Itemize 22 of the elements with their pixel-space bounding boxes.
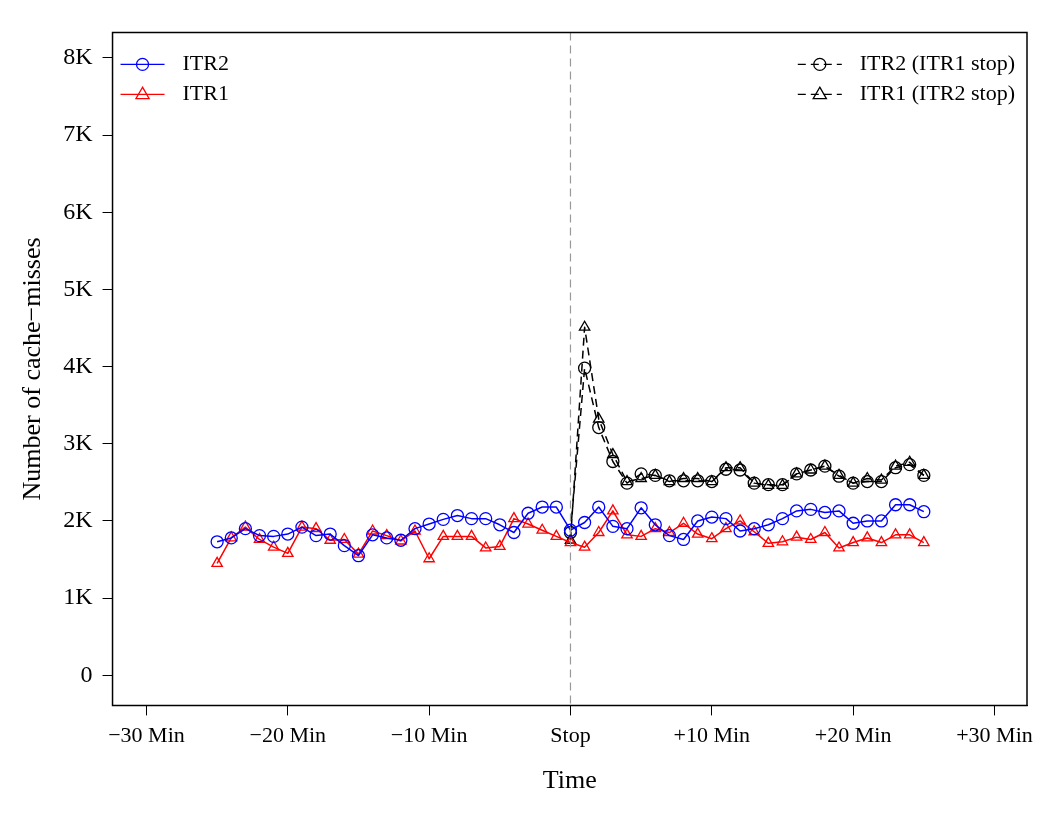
legend-label: ITR2 bbox=[182, 50, 229, 76]
y-tick-label: 5K bbox=[63, 274, 94, 301]
y-axis-title: Number of cache−misses bbox=[17, 237, 47, 501]
y-tick-label: 2K bbox=[63, 506, 94, 533]
x-tick-label: +30 Min bbox=[956, 722, 1033, 748]
y-tick-label: 1K bbox=[63, 583, 94, 610]
x-tick-label: −20 Min bbox=[249, 722, 327, 748]
y-tick-label: 4K bbox=[63, 351, 94, 378]
legend-label: ITR2 (ITR1 stop) bbox=[859, 50, 1015, 76]
x-tick-label: −10 Min bbox=[390, 722, 468, 748]
legend-label: ITR1 bbox=[182, 80, 229, 106]
legend-label: ITR1 (ITR2 stop) bbox=[859, 80, 1015, 106]
y-tick-label: 7K bbox=[63, 120, 94, 147]
y-tick-label: 3K bbox=[63, 429, 94, 456]
x-tick-label: +10 Min bbox=[673, 722, 751, 748]
x-axis-title: Time bbox=[542, 765, 597, 795]
x-tick-label: −30 Min bbox=[108, 722, 185, 748]
y-tick-label: 8K bbox=[63, 43, 94, 70]
y-tick-label: 0 bbox=[80, 660, 93, 687]
x-tick-label: +20 Min bbox=[814, 722, 892, 748]
x-tick-label: Stop bbox=[550, 722, 591, 748]
y-tick-label: 6K bbox=[63, 197, 94, 224]
